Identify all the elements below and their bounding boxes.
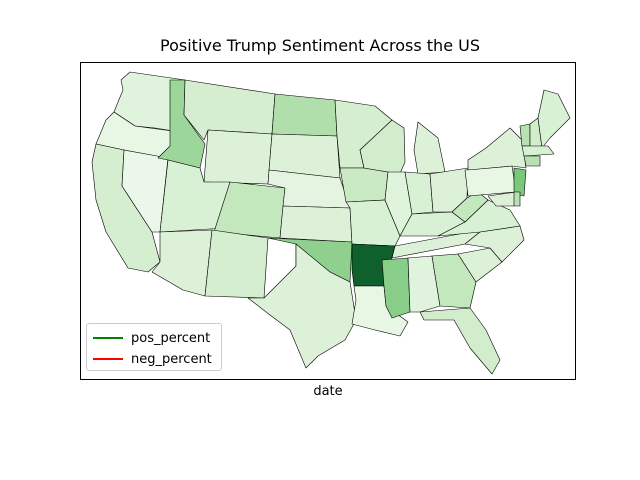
x-axis-label: date [313, 384, 343, 399]
state-iowa [339, 167, 389, 203]
state-texas [247, 243, 357, 369]
state-alabama [407, 255, 441, 313]
legend-label-pos: pos_percent [131, 330, 211, 346]
state-wisconsin [359, 119, 406, 179]
chart-title: Positive Trump Sentiment Across the US [160, 36, 480, 55]
state-florida [419, 307, 501, 375]
state-pennsylvania [464, 165, 517, 197]
state-new-mexico [204, 229, 269, 299]
legend-item-pos: pos_percent [93, 329, 210, 347]
state-georgia [431, 253, 477, 309]
state-wyoming [203, 129, 273, 185]
state-kansas [279, 205, 353, 243]
state-new-jersey [513, 167, 527, 197]
legend-line-pos [93, 337, 123, 339]
state-vermont [519, 123, 531, 147]
legend-label-neg: neg_percent [131, 351, 212, 367]
state-north-dakota [271, 93, 338, 137]
legend-line-neg [93, 358, 123, 360]
state-massachusetts [521, 145, 555, 157]
state-michigan [413, 121, 446, 175]
state-connecticut [523, 155, 541, 167]
legend: pos_percent neg_percent [86, 323, 222, 371]
legend-item-neg: neg_percent [93, 350, 212, 368]
state-delaware [513, 191, 521, 207]
state-west-virginia [451, 191, 489, 223]
